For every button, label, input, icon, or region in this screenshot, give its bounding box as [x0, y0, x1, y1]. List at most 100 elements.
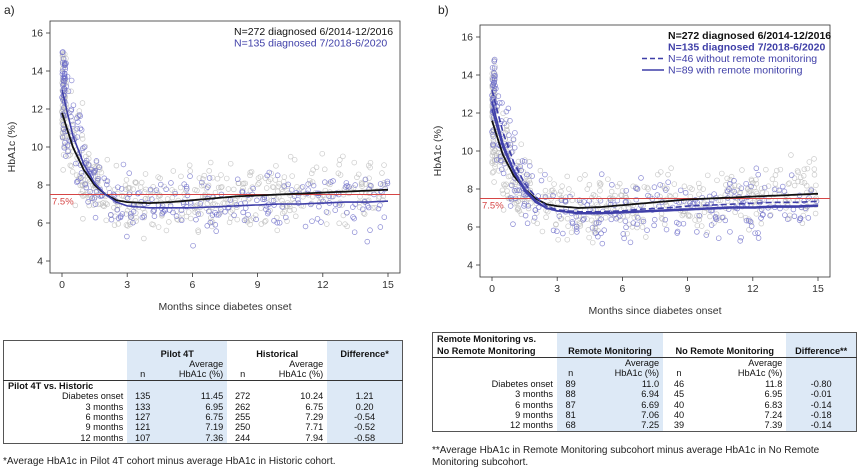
table-b-cell-n: 45	[673, 389, 685, 400]
scatter-point	[214, 175, 221, 182]
table-a-cell-avg: 7.19	[158, 422, 228, 433]
scatter-point	[635, 215, 641, 221]
scatter-point	[798, 179, 805, 185]
scatter-point	[82, 181, 88, 187]
table-b-unit-head2: HbA1c (%)	[737, 368, 783, 379]
x-tick-label: 15	[812, 283, 824, 295]
table-a-cell-n: 107	[127, 432, 159, 444]
scatter-point	[634, 221, 640, 228]
scatter-point	[75, 178, 81, 185]
scatter-point	[805, 215, 812, 221]
scatter-point	[198, 182, 205, 189]
scatter-point	[617, 213, 623, 219]
scatter-point	[366, 186, 372, 192]
scatter-point	[60, 167, 66, 173]
table-b-cell-n: 39	[673, 420, 685, 431]
scatter-point	[98, 169, 105, 176]
scatter-point	[515, 158, 522, 165]
scatter-point	[641, 184, 648, 190]
scatter-point	[766, 194, 772, 201]
scatter-point	[364, 238, 371, 245]
scatter-point	[626, 221, 633, 228]
table-b-group1: Remote Monitoring	[556, 345, 664, 358]
scatter-points	[489, 56, 820, 247]
scatter-point	[248, 168, 255, 175]
x-tick-label: 3	[124, 279, 130, 291]
x-tick-label: 0	[59, 279, 65, 291]
scatter-point	[584, 201, 591, 208]
scatter-point	[298, 185, 304, 191]
table-b-cell-avg: 6.95	[764, 389, 783, 400]
scatter-point	[511, 144, 518, 151]
table-b-cell-label: 12 months	[510, 420, 553, 431]
scatter-points	[59, 49, 391, 249]
scatter-point	[791, 175, 798, 181]
scatter-point	[631, 214, 638, 221]
table-a-cell-avg: 6.75	[305, 401, 324, 412]
scatter-point	[133, 214, 139, 221]
scatter-point	[533, 210, 540, 216]
scatter-point	[663, 226, 670, 233]
chart-a: a) 7.5% 0 3 6 9 12 15 4 6 8 10 12 14 16 Months since di…	[4, 3, 401, 313]
scatter-point	[199, 179, 205, 186]
scatter-point	[245, 196, 252, 203]
table-a-cell-n: 250	[234, 422, 251, 433]
scatter-point	[359, 206, 366, 212]
scatter-point	[581, 215, 587, 222]
scatter-point	[327, 181, 333, 188]
scatter-point	[759, 189, 766, 196]
x-axis: 0 3 6 9 12 15	[59, 273, 394, 291]
scatter-point	[254, 197, 260, 204]
scatter-point	[510, 221, 516, 227]
scatter-point	[75, 119, 81, 125]
scatter-point	[742, 214, 749, 221]
scatter-point	[500, 190, 506, 197]
table-a-cell-n: 121	[127, 422, 159, 433]
scatter-point	[209, 212, 216, 218]
scatter-point	[260, 196, 266, 202]
scatter-point	[627, 239, 634, 246]
scatter-point	[60, 55, 67, 62]
table-a-n-head1: n	[127, 369, 159, 381]
scatter-point	[522, 212, 529, 219]
scatter-point	[287, 153, 294, 160]
scatter-point	[230, 186, 237, 193]
scatter-point	[808, 187, 815, 194]
scatter-point	[170, 209, 176, 216]
table-a-avg-head1: Average	[158, 359, 228, 370]
scatter-point	[598, 230, 604, 237]
scatter-point	[216, 212, 222, 218]
scatter-point	[201, 192, 208, 199]
scatter-point	[592, 221, 599, 227]
scatter-point	[104, 178, 111, 184]
scatter-point	[326, 193, 332, 199]
table-a-group3: Difference*	[327, 340, 403, 359]
scatter-point	[343, 180, 350, 186]
scatter-point	[361, 211, 368, 217]
scatter-point	[746, 218, 752, 224]
scatter-point	[276, 180, 282, 187]
scatter-point	[644, 227, 650, 233]
scatter-point	[623, 195, 629, 201]
scatter-point	[576, 220, 583, 226]
table-b-cell-avg: 7.06	[584, 410, 664, 421]
scatter-point	[657, 182, 663, 188]
scatter-point	[529, 173, 535, 179]
x-tick-label: 9	[685, 283, 691, 295]
scatter-point	[377, 202, 383, 208]
scatter-point	[694, 212, 700, 219]
table-b-cell-avg: 7.25	[584, 420, 664, 432]
table-b-cell-avg: 7.39	[764, 420, 783, 431]
scatter-point	[516, 208, 523, 214]
table-b-n-head1: n	[556, 368, 585, 379]
table-row: 6 months 127 6.75 255 7.29 -0.54	[4, 412, 403, 423]
scatter-point	[74, 115, 80, 121]
table-b-cell-n: 46	[673, 378, 685, 389]
table-b-corner-line2: No Remote Monitoring	[432, 345, 557, 358]
scatter-point	[336, 161, 342, 168]
scatter-point	[143, 195, 149, 202]
scatter-point	[622, 218, 629, 225]
scatter-point	[206, 168, 212, 174]
scatter-point	[659, 216, 666, 222]
